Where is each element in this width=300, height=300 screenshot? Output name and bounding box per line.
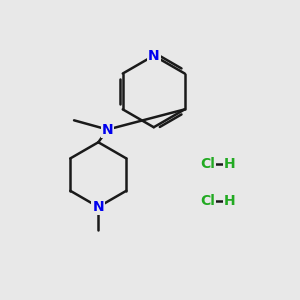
Text: H: H — [224, 194, 236, 208]
Text: Cl: Cl — [201, 157, 215, 171]
Text: N: N — [92, 200, 104, 214]
Text: Cl: Cl — [201, 194, 215, 208]
Text: N: N — [102, 123, 113, 136]
Text: H: H — [224, 157, 236, 171]
Text: N: N — [148, 49, 160, 63]
